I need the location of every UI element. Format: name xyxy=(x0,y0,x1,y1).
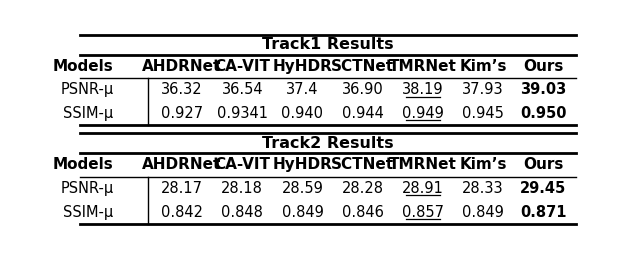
Text: Models: Models xyxy=(53,59,114,74)
Text: 0.849: 0.849 xyxy=(282,205,323,220)
Text: 0.940: 0.940 xyxy=(282,106,323,121)
Text: PSNR-μ: PSNR-μ xyxy=(60,82,114,98)
Text: AHDRNet: AHDRNet xyxy=(142,59,221,74)
Text: 29.45: 29.45 xyxy=(520,181,566,196)
Text: 0.846: 0.846 xyxy=(342,205,383,220)
Text: 37.93: 37.93 xyxy=(462,82,504,98)
Text: 0.842: 0.842 xyxy=(161,205,203,220)
Text: SSIM-μ: SSIM-μ xyxy=(63,205,114,220)
Text: 39.03: 39.03 xyxy=(520,82,566,98)
Text: TMRNet: TMRNet xyxy=(389,157,457,173)
Text: 0.944: 0.944 xyxy=(342,106,383,121)
Text: 0.857: 0.857 xyxy=(402,205,444,220)
Text: Kim’s: Kim’s xyxy=(460,59,507,74)
Text: Ours: Ours xyxy=(524,59,564,74)
Text: 28.18: 28.18 xyxy=(221,181,263,196)
Text: 28.59: 28.59 xyxy=(282,181,323,196)
Text: TMRNet: TMRNet xyxy=(389,59,457,74)
Text: SCTNet: SCTNet xyxy=(331,59,394,74)
Text: Models: Models xyxy=(53,157,114,173)
Text: 0.9341: 0.9341 xyxy=(217,106,268,121)
Text: 0.949: 0.949 xyxy=(402,106,444,121)
Text: 28.33: 28.33 xyxy=(462,181,504,196)
Text: SSIM-μ: SSIM-μ xyxy=(63,106,114,121)
Text: 0.945: 0.945 xyxy=(462,106,504,121)
Text: 36.54: 36.54 xyxy=(221,82,263,98)
Text: HyHDR: HyHDR xyxy=(273,59,332,74)
Text: 0.927: 0.927 xyxy=(161,106,203,121)
Text: 28.28: 28.28 xyxy=(342,181,384,196)
Text: 28.17: 28.17 xyxy=(161,181,203,196)
Text: 0.950: 0.950 xyxy=(520,106,566,121)
Text: SCTNet: SCTNet xyxy=(331,157,394,173)
Text: Track2 Results: Track2 Results xyxy=(262,136,394,151)
Text: Ours: Ours xyxy=(524,157,564,173)
Text: CA-VIT: CA-VIT xyxy=(214,157,270,173)
Text: 0.849: 0.849 xyxy=(462,205,504,220)
Text: 38.19: 38.19 xyxy=(402,82,444,98)
Text: 0.871: 0.871 xyxy=(520,205,566,220)
Text: 0.848: 0.848 xyxy=(221,205,263,220)
Text: CA-VIT: CA-VIT xyxy=(214,59,270,74)
Text: Kim’s: Kim’s xyxy=(460,157,507,173)
Text: 37.4: 37.4 xyxy=(286,82,319,98)
Text: 36.32: 36.32 xyxy=(161,82,203,98)
Text: 28.91: 28.91 xyxy=(402,181,444,196)
Text: HyHDR: HyHDR xyxy=(273,157,332,173)
Text: AHDRNet: AHDRNet xyxy=(142,157,221,173)
Text: Track1 Results: Track1 Results xyxy=(262,37,394,52)
Text: 36.90: 36.90 xyxy=(342,82,383,98)
Text: PSNR-μ: PSNR-μ xyxy=(60,181,114,196)
